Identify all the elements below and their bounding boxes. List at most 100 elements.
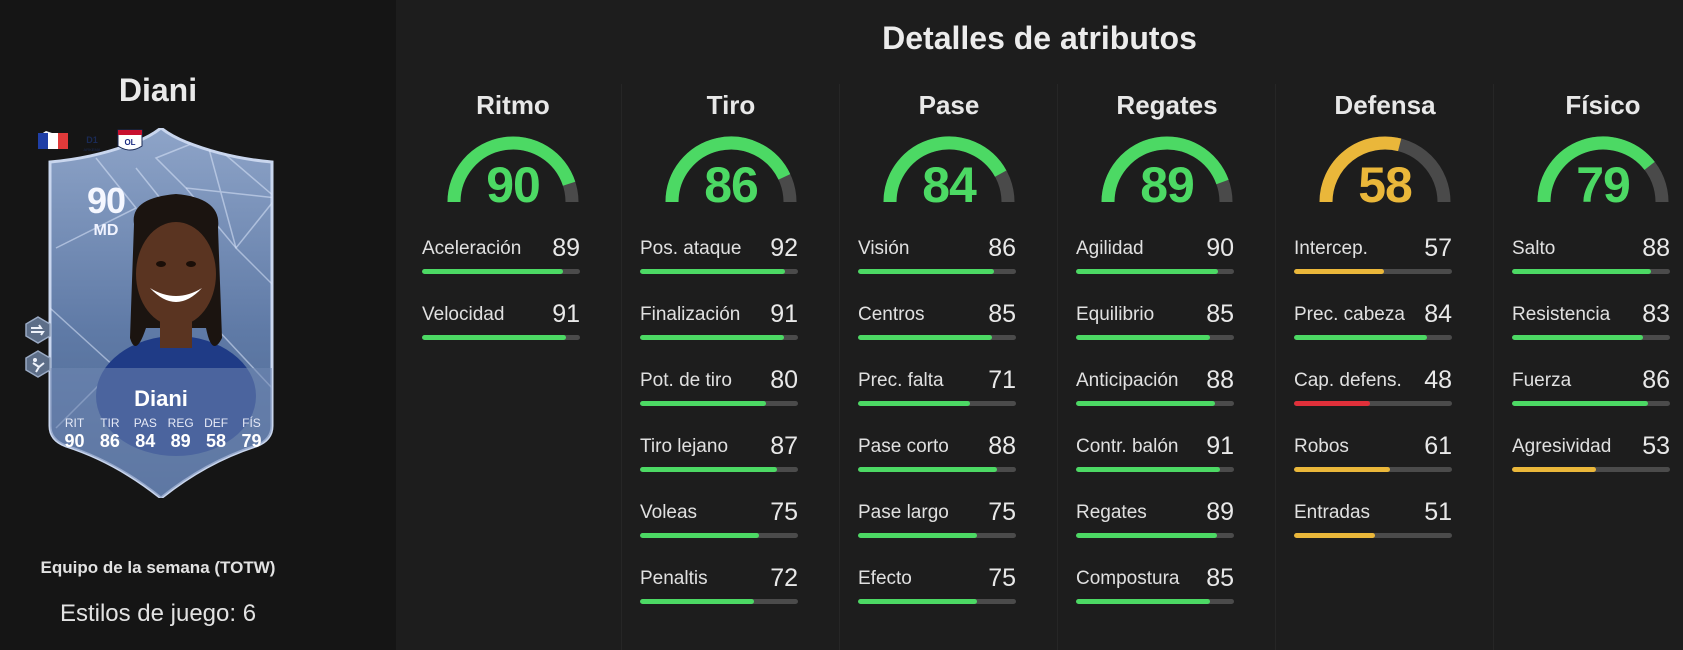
attribute-value: 88 bbox=[1642, 234, 1670, 262]
player-name: Diani bbox=[118, 72, 198, 108]
attribute-label: Voleas bbox=[640, 502, 698, 523]
playstyles-count: Estilos de juego: 6 bbox=[59, 600, 257, 627]
attribute-row-efecto: Efecto 75 bbox=[858, 564, 1016, 618]
card-stat: RIT 90 bbox=[58, 416, 91, 452]
card-stat-label: TIR bbox=[100, 416, 120, 430]
attribute-label: Prec. cabeza bbox=[1294, 304, 1405, 325]
attribute-label: Finalización bbox=[640, 304, 741, 325]
attribute-row-tiro-lejano: Tiro lejano 87 bbox=[640, 432, 798, 486]
attribute-label: Pase largo bbox=[858, 502, 949, 523]
attribute-bar bbox=[1294, 269, 1452, 274]
attribute-bar-fill bbox=[1294, 335, 1427, 340]
attribute-value: 84 bbox=[1424, 300, 1452, 328]
attribute-row-pos-ataque: Pos. ataque 92 bbox=[640, 234, 798, 288]
card-type-title: Equipo de la semana (TOTW) bbox=[40, 558, 276, 577]
attribute-bar bbox=[858, 467, 1016, 472]
attribute-row-robos: Robos 61 bbox=[1294, 432, 1452, 486]
attribute-label: Contr. balón bbox=[1076, 436, 1179, 457]
category-rating: 79 bbox=[1576, 157, 1631, 213]
column-divider bbox=[621, 84, 622, 650]
attribute-bar-fill bbox=[858, 467, 998, 472]
attribute-bar-fill bbox=[1294, 533, 1375, 538]
attribute-value: 72 bbox=[770, 564, 798, 592]
attribute-label: Pot. de tiro bbox=[640, 370, 732, 391]
attribute-value: 88 bbox=[1206, 366, 1234, 394]
attribute-label: Intercep. bbox=[1294, 238, 1368, 259]
playstyle-dash-icon[interactable] bbox=[24, 316, 52, 344]
club-crest-icon: OL bbox=[117, 129, 143, 151]
attribute-label: Aceleración bbox=[422, 238, 522, 259]
category-rating: 86 bbox=[704, 157, 759, 213]
category-gauge bbox=[1101, 136, 1233, 203]
attribute-bar-fill bbox=[1076, 533, 1217, 538]
attribute-row-entradas: Entradas 51 bbox=[1294, 498, 1452, 552]
category-name: Ritmo bbox=[476, 90, 550, 120]
attribute-bar-fill bbox=[640, 533, 759, 538]
attribute-bar-fill bbox=[422, 269, 563, 274]
attribute-bar-fill bbox=[1076, 467, 1220, 472]
player-card[interactable]: 90 MD Diani RIT 90 TIR 86 PAS 84 REG 89 DEF 5… bbox=[36, 128, 286, 498]
attribute-value: 89 bbox=[1206, 498, 1234, 526]
attribute-bar-fill bbox=[1512, 467, 1596, 472]
attribute-value: 85 bbox=[1206, 300, 1234, 328]
attribute-value: 91 bbox=[1206, 432, 1234, 460]
attribute-bar bbox=[1294, 401, 1452, 406]
attribute-label: Efecto bbox=[858, 568, 912, 589]
attribute-bar bbox=[858, 335, 1016, 340]
category-column-fisico: Físico 79 Salto 88 Resistencia 83 Fuerza 86 Agre… bbox=[1494, 90, 1683, 650]
attribute-value: 86 bbox=[1642, 366, 1670, 394]
attribute-bar-fill bbox=[640, 401, 767, 406]
attribute-row-anticipacion: Anticipación 88 bbox=[1076, 366, 1234, 420]
attribute-label: Velocidad bbox=[422, 304, 505, 325]
card-stat: TIR 86 bbox=[93, 416, 126, 452]
attribute-row-regates: Regates 89 bbox=[1076, 498, 1234, 552]
attribute-bar bbox=[1512, 467, 1670, 472]
attribute-value: 87 bbox=[770, 432, 798, 460]
gauge-fill bbox=[883, 136, 1007, 203]
attribute-bar-fill bbox=[858, 533, 977, 538]
attribute-value: 48 bbox=[1424, 366, 1452, 394]
attribute-label: Anticipación bbox=[1076, 370, 1179, 391]
attribute-value: 91 bbox=[770, 300, 798, 328]
card-stat-value: 79 bbox=[241, 431, 262, 451]
attribute-label: Compostura bbox=[1076, 568, 1180, 589]
attribute-label: Equilibrio bbox=[1076, 304, 1155, 325]
attribute-bar bbox=[1076, 599, 1234, 604]
league-badge-icon: D1 ARKEMA bbox=[84, 135, 101, 152]
attribute-label: Salto bbox=[1512, 238, 1556, 259]
attribute-bar-fill bbox=[640, 467, 778, 472]
attribute-bar-fill bbox=[1294, 467, 1391, 472]
card-position: MD bbox=[93, 222, 119, 239]
category-column-regates: Regates 89 Agilidad 90 Equilibrio 85 Anticipac… bbox=[1058, 90, 1276, 650]
attribute-bar-fill bbox=[1294, 401, 1370, 406]
category-gauge bbox=[883, 136, 1015, 203]
attribute-label: Regates bbox=[1076, 502, 1147, 523]
attribute-bar bbox=[422, 335, 580, 340]
attribute-row-pot-de-tiro: Pot. de tiro 80 bbox=[640, 366, 798, 420]
card-stat-value: 90 bbox=[64, 431, 85, 451]
attribute-label: Visión bbox=[858, 238, 910, 259]
attribute-bar-fill bbox=[858, 599, 977, 604]
card-background bbox=[48, 128, 274, 498]
category-gauge bbox=[1537, 136, 1669, 203]
attribute-bar bbox=[1294, 533, 1452, 538]
category-column-pase: Pase 84 Visión 86 Centros 85 Prec. falta 71 Pase… bbox=[840, 90, 1058, 650]
column-divider bbox=[1057, 84, 1058, 650]
page-title: Detalles de atributos bbox=[882, 20, 1197, 56]
card-stats: RIT 90 TIR 86 PAS 84 REG 89 DEF 58 FÍS 79 bbox=[58, 416, 268, 452]
category-name: Físico bbox=[1565, 90, 1641, 120]
attribute-row-pase-corto: Pase corto 88 bbox=[858, 432, 1016, 486]
card-stat-value: 58 bbox=[206, 431, 227, 451]
card-badges: D1 ARKEMA OL bbox=[38, 129, 143, 152]
card-stat: DEF 58 bbox=[200, 416, 233, 452]
attribute-row-cap-defens: Cap. defens. 48 bbox=[1294, 366, 1452, 420]
attribute-bar bbox=[640, 335, 798, 340]
attribute-value: 83 bbox=[1642, 300, 1670, 328]
column-divider bbox=[1493, 84, 1494, 650]
column-divider bbox=[839, 84, 840, 650]
attribute-bar bbox=[1076, 533, 1234, 538]
attribute-bar bbox=[640, 269, 798, 274]
playstyle-acrobatic-icon[interactable] bbox=[24, 350, 52, 378]
attribute-value: 75 bbox=[988, 498, 1016, 526]
attribute-bar-fill bbox=[640, 599, 754, 604]
